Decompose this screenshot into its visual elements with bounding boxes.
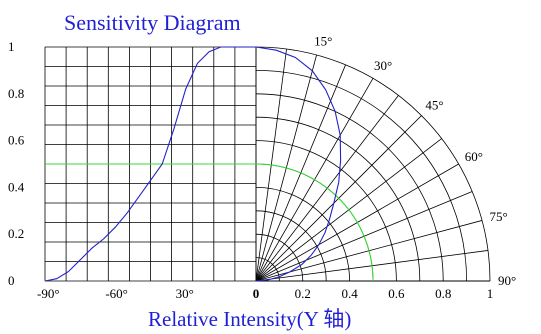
x-angle-tick-label: 0 [253, 286, 260, 301]
x-intensity-tick-label: 0.8 [435, 286, 451, 301]
chart-title: Sensitivity Diagram [64, 10, 241, 35]
x-intensity-tick-label: 1 [487, 286, 494, 301]
x-intensity-tick-label: 0.6 [388, 286, 405, 301]
x-angle-tick-label: 30° [176, 286, 194, 301]
polar-angle-label: 30° [374, 58, 392, 73]
half-level-arc [255, 163, 374, 282]
polar-angle-label: 45° [425, 98, 443, 113]
y-tick-label: 1 [8, 39, 15, 54]
y-tick-label: 0.2 [8, 226, 24, 241]
polar-angle-label: 90° [498, 273, 516, 288]
curve-layer [44, 46, 374, 282]
label-layer: 0 0.2 0.4 0.6 0.8 1 -90° -60° 30° 0 0.2 0.4 0.6 0.8 1 1… [8, 33, 516, 301]
polar-angle-label: 60° [465, 149, 483, 164]
sensitivity-curve-polar [255, 46, 342, 282]
y-tick-label: 0.4 [8, 179, 25, 194]
polar-angle-label: 75° [490, 209, 508, 224]
y-tick-label: 0.8 [8, 86, 24, 101]
y-tick-label: 0 [8, 273, 15, 288]
x-angle-tick-label: -60° [105, 286, 128, 301]
x-intensity-tick-label: 0.2 [295, 286, 311, 301]
x-axis-label: Relative Intensity(Y 轴) [148, 307, 351, 331]
y-tick-label: 0.6 [8, 133, 25, 148]
x-intensity-tick-label: 0.4 [341, 286, 358, 301]
x-angle-tick-label: -90° [37, 286, 60, 301]
polar-angle-label: 15° [314, 33, 332, 48]
sensitivity-curve-rectangular [44, 46, 256, 282]
